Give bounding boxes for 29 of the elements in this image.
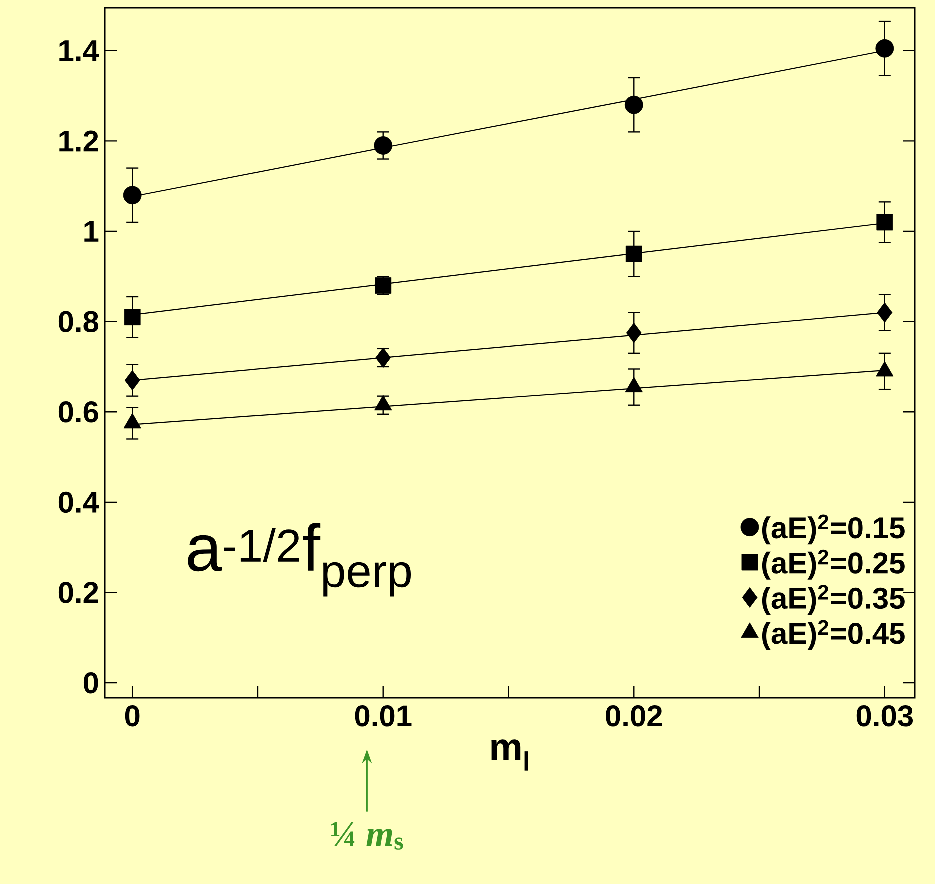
point	[123, 186, 142, 205]
y-tick-label: 0.2	[58, 582, 98, 604]
y-tick-label: 1	[84, 221, 99, 242]
x-tick-label: 0.03	[856, 706, 914, 727]
legend-label: (aE)$^{2}$=0.25	[762, 550, 905, 580]
point	[374, 136, 393, 155]
point	[624, 96, 644, 114]
legend-label: (aE)$^{2}$=0.35	[762, 585, 905, 616]
point	[626, 246, 642, 262]
point	[124, 370, 140, 391]
point	[877, 302, 893, 323]
y-tick-label: 0	[84, 672, 98, 694]
point	[876, 39, 894, 58]
annotation: a$^{-1/2}$f$_{perp}$	[188, 523, 412, 597]
point	[626, 322, 642, 344]
y-tick-label: 1.4	[60, 40, 100, 62]
y-tick-label: 0.4	[58, 492, 100, 514]
point	[124, 309, 141, 326]
x-tick-label: 0.01	[355, 706, 412, 727]
legend-label: (aE)$^{2}$=0.45	[762, 620, 905, 650]
y-tick-label: 0.6	[58, 402, 98, 423]
x-axis-title: m$_{l}$	[492, 740, 528, 771]
text: ¼ m$_{s}$	[332, 822, 404, 850]
legend-label: (aE)$^{2}$=0.15	[762, 514, 905, 545]
point	[876, 214, 894, 231]
y-tick-label: 1.2	[60, 130, 98, 152]
x-tick-label: 0.02	[606, 706, 662, 727]
x-tick-label: 0	[125, 706, 140, 727]
y-tick-label: 0.8	[58, 311, 99, 332]
